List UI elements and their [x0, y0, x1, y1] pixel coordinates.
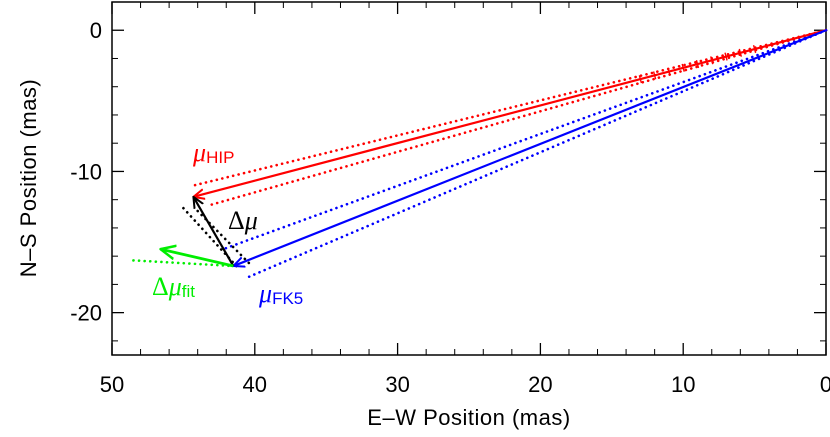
delta-mu-label: Δμ [228, 206, 258, 235]
delta-mu-fit-label: Δμfit [152, 272, 195, 301]
dotted-lines [132, 28, 828, 279]
x-axis-label: E–W Position (mas) [367, 405, 570, 430]
hip-tick-mark [724, 52, 728, 61]
hip-tick-mark [695, 60, 700, 69]
mu-hip-label: μHIP [192, 138, 234, 167]
hip-tick-mark [652, 71, 657, 80]
y-tick-labels: 0 -10 -20 [70, 18, 102, 325]
x-tick-label: 50 [100, 372, 124, 397]
dotted-line-hip-upper [192, 28, 828, 187]
y-axis-label: N–S Position (mas) [16, 79, 41, 278]
dotted-line-fk5-upper [222, 28, 828, 251]
plot-frame [111, 1, 827, 356]
dotted-line-fk5-lower [246, 28, 828, 279]
vector-mu-FK5 [233, 29, 827, 266]
y-tick-label: -10 [70, 159, 102, 184]
hip-tick-mark [752, 44, 757, 54]
hip-tick-mark [638, 75, 643, 84]
vectors [161, 29, 827, 268]
hip-tick-mark [681, 63, 685, 72]
x-tick-label: 0 [820, 372, 830, 397]
x-tick-label: 10 [671, 372, 695, 397]
y-tick-label: 0 [90, 18, 102, 43]
hip-tick-mark [710, 56, 714, 65]
hip-tick-mark [667, 67, 671, 76]
vector-mu-HIP [193, 29, 827, 197]
x-tick-label: 20 [528, 372, 552, 397]
y-tick-label: -20 [70, 301, 102, 326]
x-tick-label: 30 [385, 372, 409, 397]
vector-delta-mu-fit [161, 249, 234, 268]
vector-delta-mu [193, 197, 235, 267]
dotted-line-hip-lower [207, 28, 828, 207]
x-tick-label: 40 [243, 372, 267, 397]
axis-ticks [111, 1, 827, 355]
hip-tick-marks [638, 44, 757, 84]
mu-fk5-label: μFK5 [258, 279, 303, 308]
hip-tick-mark [738, 48, 743, 57]
dotted-line-fit-extension [132, 259, 235, 268]
x-tick-labels: 50 40 30 20 10 0 [100, 372, 830, 397]
